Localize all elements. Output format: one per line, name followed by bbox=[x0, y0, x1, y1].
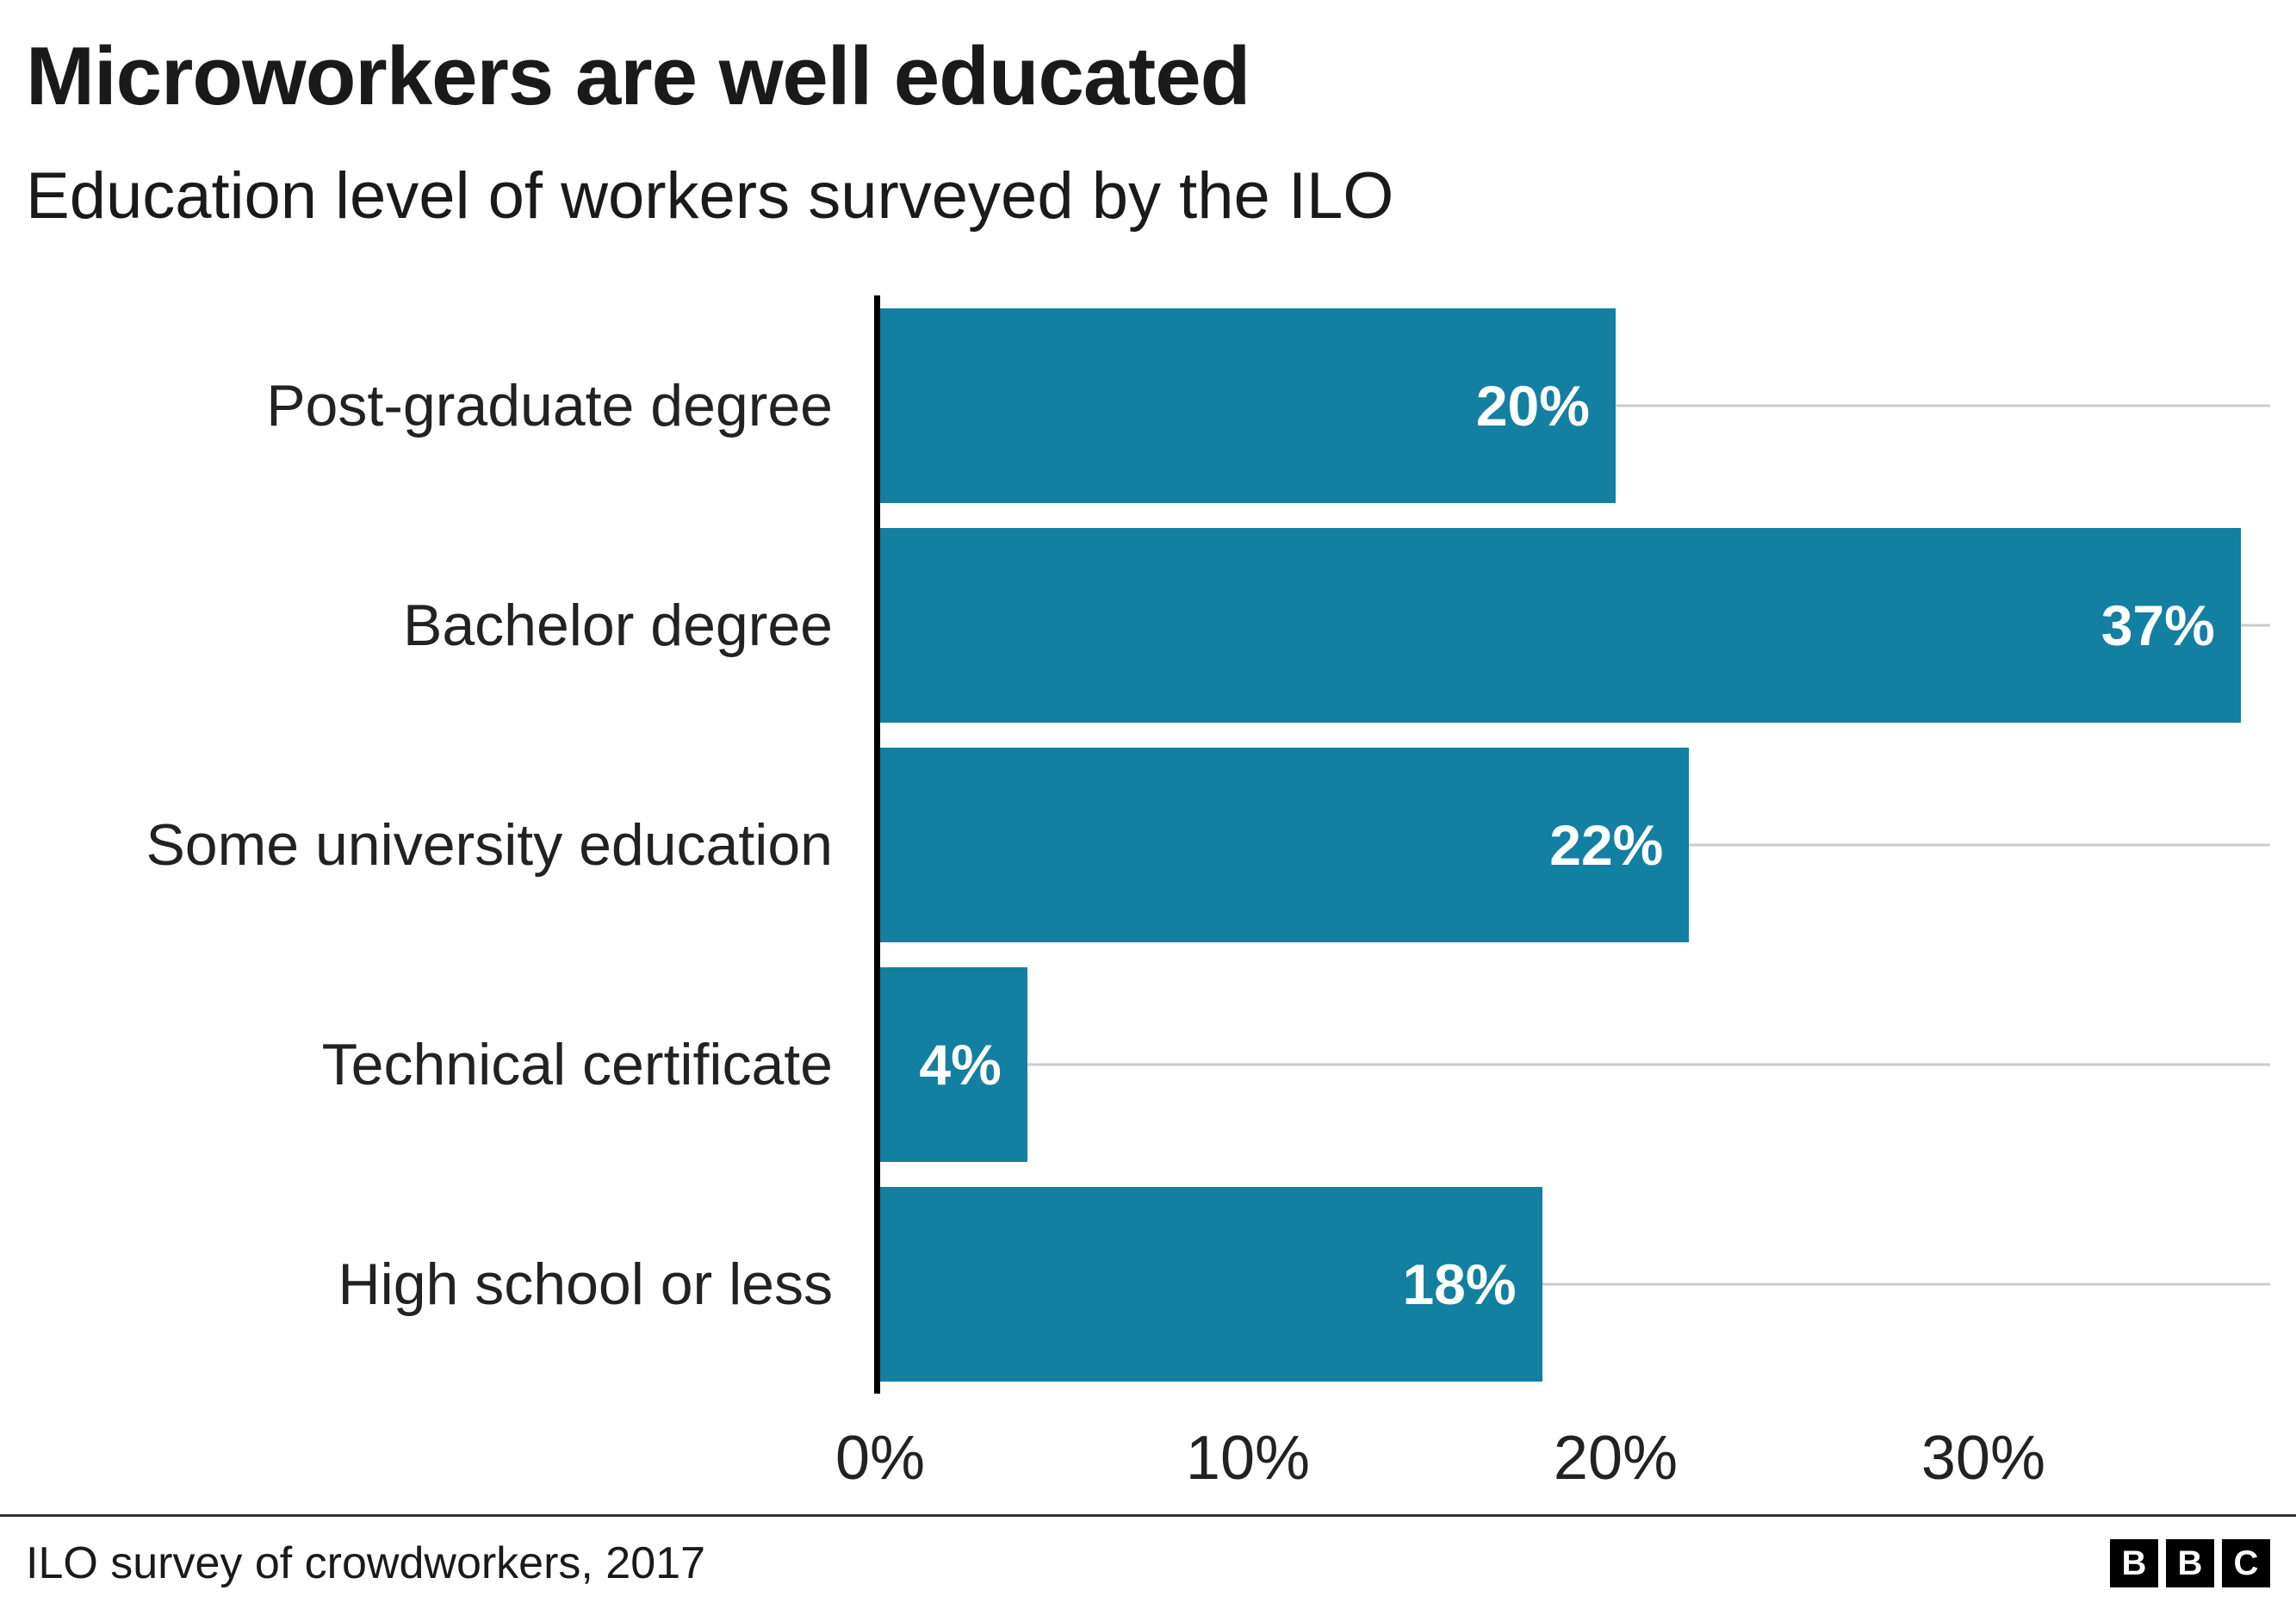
bar: 37% bbox=[880, 527, 2241, 723]
category-label: Bachelor degree bbox=[402, 592, 833, 658]
x-axis: 0% 10% 20% 30% bbox=[835, 1394, 2270, 1519]
bbc-logo-letter: B bbox=[2110, 1539, 2158, 1587]
bar-value-label: 4% bbox=[919, 1032, 1002, 1096]
source-note: ILO survey of crowdworkers, 2017 bbox=[26, 1538, 705, 1588]
category-label: High school or less bbox=[338, 1251, 833, 1317]
bar-value-label: 20% bbox=[1475, 373, 1590, 438]
chart-row: Some university education 22% bbox=[26, 735, 2270, 954]
row-plot: 22% bbox=[874, 735, 2270, 954]
bar: 18% bbox=[880, 1186, 1542, 1382]
row-plot: 18% bbox=[874, 1174, 2270, 1394]
bbc-logo-letter: C bbox=[2222, 1539, 2270, 1587]
row-plot: 37% bbox=[874, 515, 2270, 735]
chart-row: Bachelor degree 37% bbox=[26, 515, 2270, 735]
gridline bbox=[880, 1283, 2270, 1285]
bbc-logo-letter: B bbox=[2166, 1539, 2214, 1587]
bar-value-label: 18% bbox=[1402, 1252, 1517, 1316]
chart-row: High school or less 18% bbox=[26, 1174, 2270, 1394]
x-tick-label: 20% bbox=[1553, 1424, 1679, 1493]
chart-subtitle: Education level of workers surveyed by t… bbox=[26, 159, 1394, 233]
chart-row: Technical certificate 4% bbox=[26, 954, 2270, 1174]
bar-value-label: 37% bbox=[2101, 593, 2215, 657]
bar-chart: Post-graduate degree 20% Bachelor degree… bbox=[26, 295, 2270, 1519]
x-tick-label: 0% bbox=[835, 1424, 926, 1493]
row-plot: 4% bbox=[874, 954, 2270, 1174]
chart-title: Microworkers are well educated bbox=[26, 30, 1250, 122]
x-tick-label: 30% bbox=[1921, 1424, 2045, 1493]
category-label: Some university education bbox=[146, 811, 833, 878]
chart-row: Post-graduate degree 20% bbox=[26, 295, 2270, 515]
row-plot: 20% bbox=[874, 295, 2270, 515]
chart-rows: Post-graduate degree 20% Bachelor degree… bbox=[26, 295, 2270, 1394]
x-tick-label: 10% bbox=[1185, 1424, 1311, 1493]
bar: 20% bbox=[880, 307, 1616, 503]
bar: 4% bbox=[880, 966, 1027, 1162]
category-label: Technical certificate bbox=[321, 1031, 833, 1097]
gridline bbox=[880, 1063, 2270, 1065]
bar: 22% bbox=[880, 747, 1690, 942]
bar-value-label: 22% bbox=[1549, 812, 1664, 877]
category-label: Post-graduate degree bbox=[266, 372, 833, 438]
